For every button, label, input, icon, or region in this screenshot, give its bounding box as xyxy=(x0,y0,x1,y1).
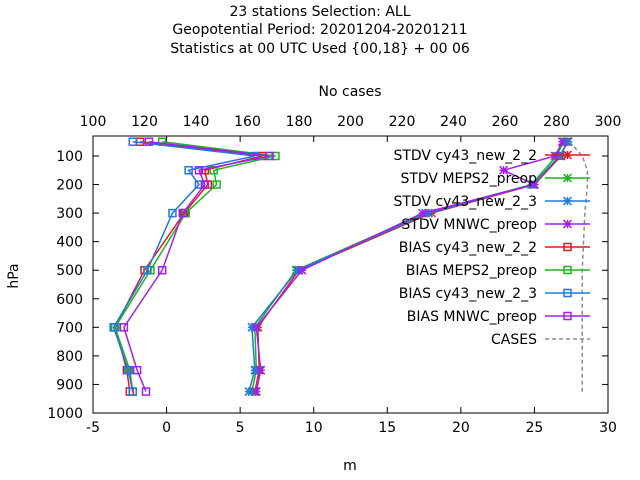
series-line-7 xyxy=(123,140,270,392)
data-point xyxy=(271,151,280,161)
legend-label: STDV MEPS2_preop xyxy=(400,171,537,187)
data-point xyxy=(119,323,129,332)
x2-tick-label: 180 xyxy=(286,114,313,130)
x2-tick-label: 140 xyxy=(183,114,210,130)
data-point xyxy=(143,265,152,275)
data-point xyxy=(124,365,133,375)
y-tick-label: 200 xyxy=(56,178,83,194)
data-point xyxy=(498,165,509,175)
data-point xyxy=(144,137,154,146)
data-point xyxy=(157,265,167,275)
legend-label: CASES xyxy=(491,332,537,348)
x2-tick-label: 240 xyxy=(440,114,467,130)
data-point xyxy=(529,180,539,190)
y-tick-label: 500 xyxy=(56,263,83,279)
data-point xyxy=(250,365,260,375)
data-point xyxy=(550,151,560,161)
y-axis-label: hPa xyxy=(6,263,22,288)
data-point xyxy=(128,387,137,396)
data-point xyxy=(423,208,434,218)
legend-marker xyxy=(562,196,573,206)
x-tick-label: -5 xyxy=(86,420,100,436)
x-tick-label: 30 xyxy=(599,420,617,436)
x2-axis-label: No cases xyxy=(319,84,382,100)
data-point xyxy=(265,151,274,161)
legend-marker xyxy=(563,311,572,321)
x2-tick-label: 300 xyxy=(595,114,622,130)
y-tick-label: 800 xyxy=(56,349,83,365)
data-point xyxy=(168,208,177,218)
x-tick-label: 5 xyxy=(236,420,245,436)
data-point xyxy=(251,322,261,332)
x2-tick-label: 280 xyxy=(543,114,570,130)
x-tick-label: 25 xyxy=(526,420,544,436)
data-point xyxy=(141,387,151,396)
legend-label: BIAS MEPS2_preop xyxy=(406,263,537,279)
x2-tick-label: 100 xyxy=(80,114,107,130)
x2-tick-label: 160 xyxy=(234,114,261,130)
legend-marker xyxy=(563,242,572,252)
data-point xyxy=(184,166,193,175)
data-point xyxy=(128,137,137,146)
legend-marker xyxy=(563,265,572,275)
x-tick-label: 0 xyxy=(162,420,171,436)
x-tick-label: 10 xyxy=(305,420,323,436)
y-tick-label: 600 xyxy=(56,292,83,308)
data-point xyxy=(200,180,210,189)
x-tick-label: 20 xyxy=(452,420,470,436)
data-point xyxy=(194,166,204,175)
series-line-4 xyxy=(114,140,263,392)
data-point xyxy=(256,365,266,375)
y-tick-label: 100 xyxy=(56,149,83,165)
series-line-8 xyxy=(568,141,589,392)
legend-marker xyxy=(563,288,572,298)
data-point xyxy=(292,265,303,275)
data-point xyxy=(178,208,188,218)
y-tick-label: 400 xyxy=(56,235,83,251)
title-line-3: Statistics at 00 UTC Used {00,18} + 00 0… xyxy=(170,41,470,57)
x2-tick-label: 120 xyxy=(131,114,158,130)
data-point xyxy=(251,387,261,397)
x-tick-label: 15 xyxy=(378,420,396,436)
x2-tick-label: 220 xyxy=(389,114,416,130)
y-tick-label: 1000 xyxy=(47,406,83,422)
data-point xyxy=(212,180,221,189)
data-point xyxy=(244,387,254,397)
title-line-2: Geopotential Period: 20201204-20201211 xyxy=(172,22,467,38)
data-point xyxy=(563,137,573,147)
data-point xyxy=(194,180,204,189)
data-point xyxy=(418,208,428,218)
data-point xyxy=(109,323,118,332)
legend-label: BIAS cy43_new_2_3 xyxy=(399,286,537,302)
plot-frame xyxy=(92,135,609,414)
series-line-6 xyxy=(112,140,256,392)
legend-marker xyxy=(562,150,573,160)
chart-title: 23 stations Selection: ALL Geopotential … xyxy=(170,4,470,57)
legend-marker xyxy=(562,173,573,183)
x-axis-label: m xyxy=(343,458,357,474)
data-point xyxy=(557,137,567,147)
legend-label: STDV MNWC_preop xyxy=(401,217,537,233)
title-line-1: 23 stations Selection: ALL xyxy=(229,4,410,20)
plot-area: -5 0 5 10 15 20 25 30 100 120 140 160 180 200 220 240 26… xyxy=(47,114,621,436)
data-point xyxy=(247,322,257,332)
legend-label: BIAS cy43_new_2_2 xyxy=(399,240,537,256)
x2-tick-label: 260 xyxy=(492,114,519,130)
x2-tick-label: 200 xyxy=(337,114,364,130)
y-tick-label: 300 xyxy=(56,206,83,222)
series-line-0 xyxy=(254,141,568,392)
legend-label: STDV cy43_new_2_2 xyxy=(393,148,537,164)
data-point xyxy=(297,265,307,275)
data-point xyxy=(554,151,564,161)
data-point xyxy=(132,365,142,375)
legend-label: STDV cy43_new_2_3 xyxy=(393,194,537,210)
legend-marker xyxy=(562,219,573,229)
legend-label: BIAS MNWC_preop xyxy=(407,309,537,325)
y-tick-label: 700 xyxy=(56,320,83,336)
y-tick-label: 900 xyxy=(56,377,83,393)
